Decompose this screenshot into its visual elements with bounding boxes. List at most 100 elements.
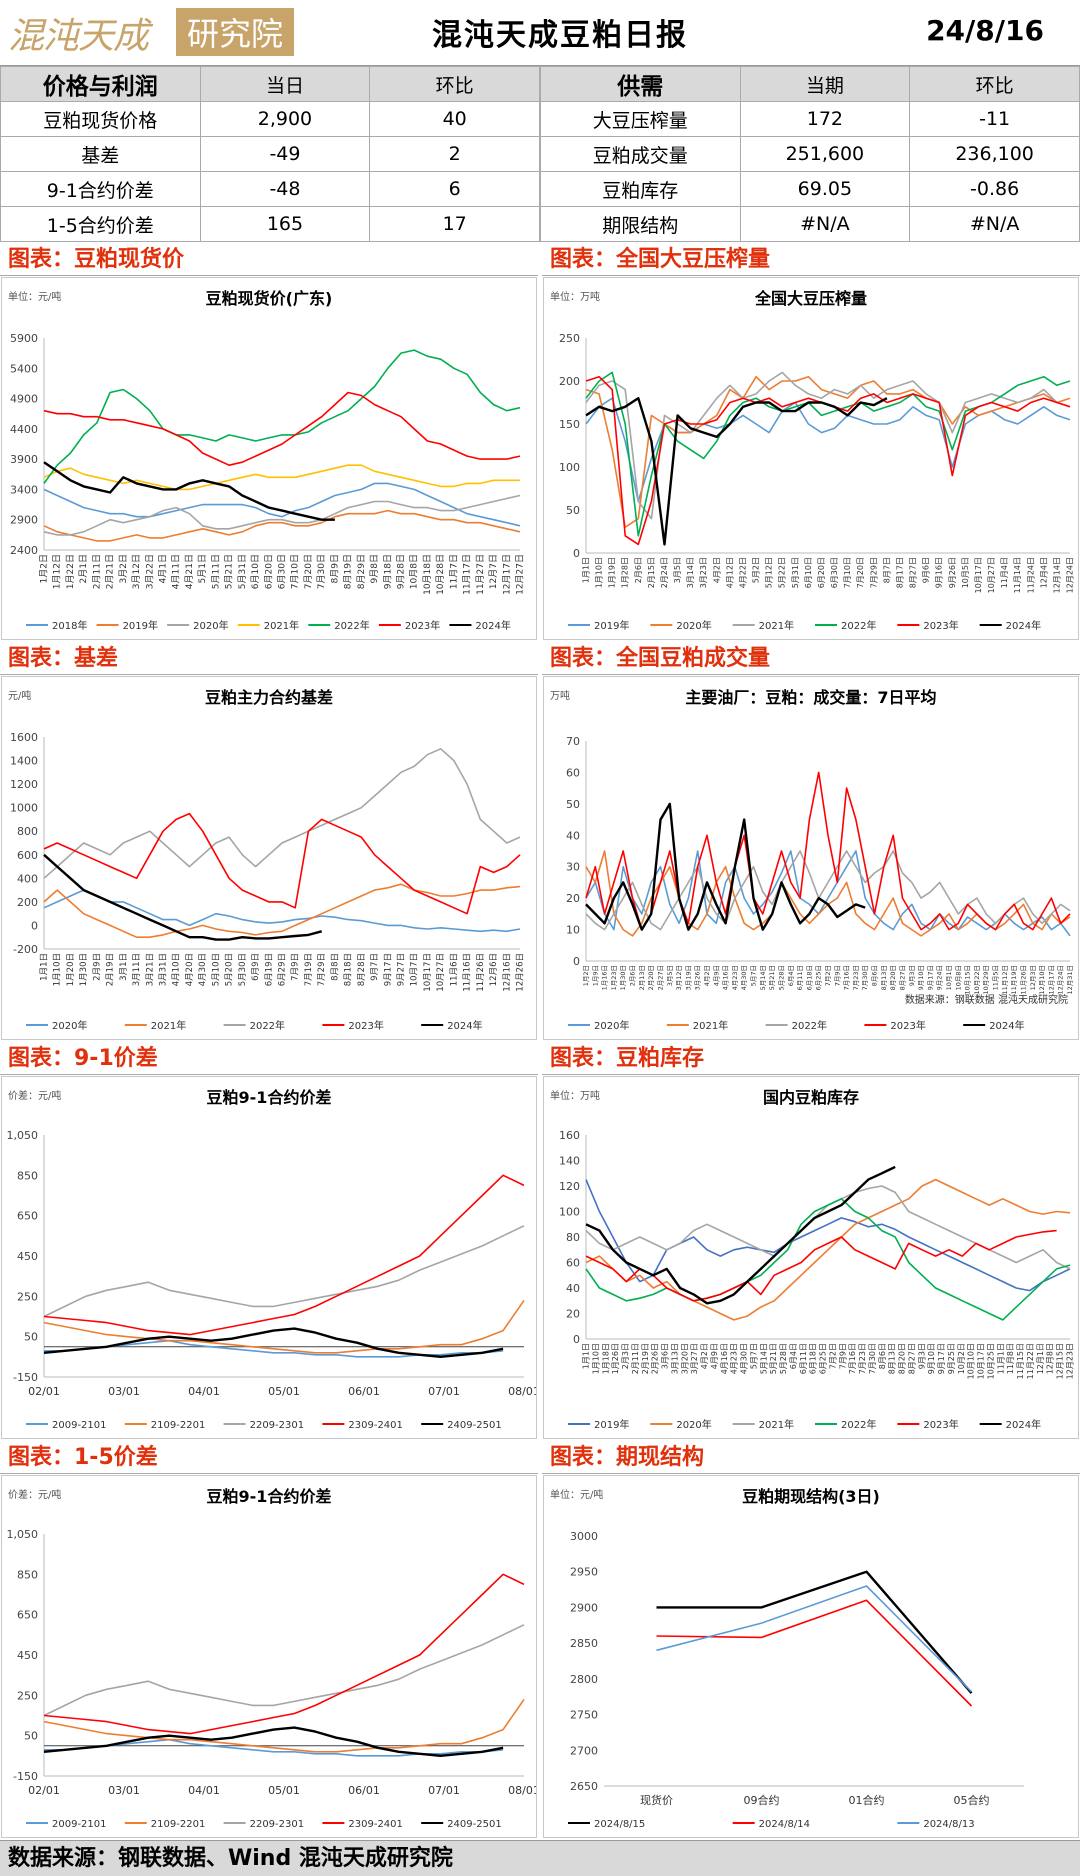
report-date: 24/8/16 [926, 14, 1044, 47]
x-tick-label: 8月7日 [882, 557, 891, 583]
legend-label: 2021年 [264, 619, 299, 632]
x-tick-label: 02/01 [28, 1784, 60, 1797]
chart-panel: 豆粕主力合约基差 元/吨 -200 0 200 400 600 800 1000 1200 1400… [1, 676, 537, 1040]
x-tick-label: 2月11日 [631, 1343, 640, 1374]
series-line [585, 850, 1071, 937]
x-tick-label: 07/01 [428, 1385, 460, 1398]
series-line [585, 850, 1071, 931]
legend-label: 2022年 [841, 619, 876, 632]
y-tick-label: 70 [566, 735, 580, 748]
y-tick-label: 850 [17, 1169, 38, 1182]
x-tick-label: 8月28日 [357, 953, 367, 986]
x-tick-label: 11月17日 [462, 554, 473, 595]
x-tick-label: 11月26日 [1019, 965, 1027, 995]
y-tick-label: 2750 [570, 1709, 598, 1722]
table-cell: -48 [199, 171, 371, 207]
x-tick-label: 03/01 [108, 1385, 140, 1398]
x-tick-label: 05合约 [954, 1793, 990, 1807]
x-tick-label: 7月9日 [291, 953, 301, 981]
x-tick-label: 3月22日 [144, 554, 155, 589]
logo: 混沌天成 研究院 [0, 0, 300, 66]
table-row: 豆粕成交量 251,600 236,100 [540, 136, 1080, 172]
y-tick-label: 50 [24, 1730, 38, 1743]
x-tick-label: 4月16日 [722, 965, 730, 990]
x-tick-label: 4月9日 [710, 1343, 719, 1369]
x-tick-label: 10月27日 [436, 953, 446, 992]
legend-label: 2009-2101 [52, 1819, 107, 1830]
x-tick-label: 8月8日 [330, 953, 340, 981]
y-tick-label: 50 [566, 798, 580, 811]
x-tick-label: 11月5日 [992, 965, 1000, 990]
x-tick-label: 3月5日 [666, 965, 674, 986]
legend-label: 2022年 [334, 619, 369, 632]
y-tick-label: 160 [559, 1129, 580, 1142]
legend-label: 2309-2401 [348, 1819, 403, 1830]
x-tick-label: 2月1日 [78, 554, 89, 583]
chart-panel: 豆粕期现结构(3日) 单位：元/吨 2650 2700 2750 2800 2850 2900… [543, 1475, 1079, 1838]
legend-label: 2109-2201 [151, 1420, 206, 1431]
series-line [43, 1573, 525, 1735]
x-tick-label: 10月7日 [410, 953, 420, 986]
y-tick-label: 140 [559, 1155, 580, 1168]
x-tick-label: 10月17日 [423, 953, 433, 992]
x-tick-label: 7月9日 [838, 1343, 847, 1369]
x-tick-label: 1月9日 [591, 965, 599, 986]
x-tick-label: 12月17日 [1047, 965, 1055, 995]
section-title-crush: 图表：全国大豆压榨量 [542, 244, 1080, 276]
x-tick-label: 3月20日 [680, 1343, 689, 1374]
chart-panel: 全国大豆压榨量 单位：万吨 0 50 100 150 200 250 1月1日 1月10日 1月19… [543, 277, 1079, 640]
x-tick-label: 6月11日 [796, 965, 804, 990]
section-title-spot-price: 图表：豆粕现货价 [0, 244, 538, 276]
x-tick-label: 6月25日 [819, 1343, 828, 1374]
series-line [585, 1178, 1071, 1321]
y-tick-label: 5900 [10, 332, 38, 345]
legend-label: 2022年 [250, 1019, 285, 1032]
table-cell: 豆粕成交量 [540, 136, 741, 172]
legend-label: 2309-2401 [348, 1420, 403, 1431]
term-structure-chart: 豆粕期现结构(3日) 单位：元/吨 2650 2700 2750 2800 2850 2900… [550, 1487, 1024, 1830]
x-tick-label: 9月25日 [947, 1343, 956, 1374]
y-tick-label: 3000 [570, 1530, 598, 1543]
x-tick-label: 7月23日 [858, 1343, 867, 1374]
x-tick-label: 4月1日 [158, 554, 169, 583]
x-tick-label: 1月20日 [66, 953, 76, 986]
table-cell: 9-1合约价差 [0, 171, 201, 207]
legend-label: 2024/8/15 [594, 1819, 645, 1830]
table-cell: 40 [369, 101, 540, 137]
x-tick-label: 1月10日 [595, 557, 604, 588]
x-tick-label: 12月7日 [488, 554, 499, 589]
table-cell: 基差 [0, 136, 201, 172]
table-head-cell: 价格与利润 [0, 66, 201, 102]
series-line [585, 371, 1071, 520]
x-tick-label: 1月1日 [582, 1343, 591, 1369]
chart-panel: 国内豆粕库存 单位：万吨 0 20 40 60 80 100 120 140 160 1月1日 1月10… [543, 1076, 1079, 1439]
x-tick-label: 12月15日 [1056, 1343, 1065, 1379]
x-tick-label: 2月13日 [638, 965, 646, 990]
x-tick-label: 4月20日 [185, 953, 195, 986]
table-header-row: 价格与利润 当日 环比 [0, 66, 540, 102]
x-tick-label: 9月8日 [369, 554, 380, 583]
series-line [585, 1229, 1057, 1302]
y-tick-label: 40 [566, 829, 580, 842]
section-title-volume: 图表：全国豆粕成交量 [542, 643, 1080, 675]
chart-title: 豆粕期现结构(3日) [742, 1487, 880, 1506]
x-tick-label: 10月1日 [945, 965, 953, 990]
legend-label: 2019年 [594, 619, 629, 632]
y-tick-label: 250 [559, 332, 580, 345]
table-cell: 2 [369, 136, 540, 172]
x-tick-label: 05/01 [268, 1784, 300, 1797]
y-tick-label: 200 [559, 375, 580, 388]
section-title-inventory: 图表：豆粕库存 [542, 1043, 1080, 1075]
chart-unit: 价差：元/吨 [8, 1089, 61, 1102]
table-head-cell: 当期 [739, 66, 911, 102]
legend-label: 2018年 [52, 619, 87, 632]
x-tick-label: 10月28日 [435, 554, 446, 595]
x-tick-label: 6月11日 [799, 1343, 808, 1374]
inventory-chart: 国内豆粕库存 单位：万吨 0 20 40 60 80 100 120 140 160 1月1日 1月10… [550, 1088, 1075, 1431]
x-tick-label: 6月10日 [250, 554, 261, 589]
y-tick-label: 1000 [10, 802, 38, 815]
x-tick-label: 3月21日 [145, 953, 155, 986]
x-tick-label: 3月11日 [132, 953, 142, 986]
x-tick-label: 8月9日 [329, 554, 340, 583]
x-tick-label: 7月9日 [833, 965, 841, 986]
